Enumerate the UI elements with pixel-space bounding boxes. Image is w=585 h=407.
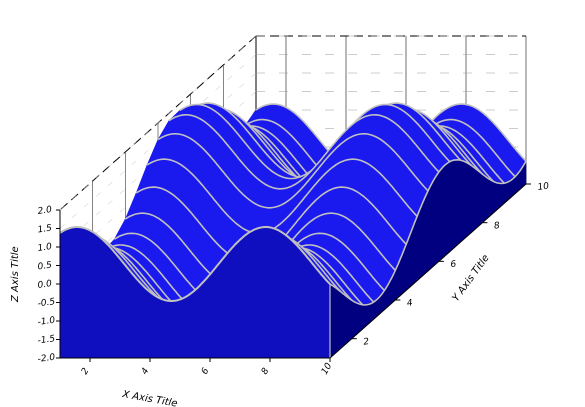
surface-faces bbox=[59, 158, 527, 359]
x-axis-title: X Axis Title bbox=[120, 389, 178, 407]
x-tick-label: 6 bbox=[200, 366, 212, 376]
surface-right-edge bbox=[329, 158, 527, 306]
y-axis-title: Y Axis Title bbox=[451, 253, 492, 304]
surface-mesh-line bbox=[168, 114, 440, 190]
z-tick-label: 1.5 bbox=[37, 224, 53, 236]
y-tick-label: 4 bbox=[406, 298, 413, 309]
surface-side-strip bbox=[362, 301, 374, 330]
surface-front-face bbox=[60, 227, 330, 358]
surface-front-edge bbox=[59, 226, 331, 302]
surface-mesh-line bbox=[146, 158, 418, 234]
z-tick-label: 0.0 bbox=[37, 279, 53, 291]
x-tick-labels: 2 4 6 8 10 bbox=[80, 358, 335, 377]
surface-side-strip bbox=[460, 159, 472, 243]
y-tick-label: 8 bbox=[493, 221, 500, 232]
z-tick-label: 1.0 bbox=[37, 242, 53, 254]
y-tick-label: 6 bbox=[450, 260, 457, 271]
y-tick-label: 10 bbox=[537, 181, 550, 193]
x-tick-label: 10 bbox=[320, 361, 335, 376]
y-tick-label: 2 bbox=[363, 337, 370, 348]
z-axis-title: Z Axis Title bbox=[10, 246, 21, 303]
y-tick-labels: 2 4 6 8 10 bbox=[351, 181, 550, 348]
x-tick-label: 8 bbox=[260, 366, 272, 376]
z-tick-label: 2.0 bbox=[37, 205, 53, 217]
z-tick-label: -1.5 bbox=[37, 334, 56, 346]
surface-side-strip bbox=[471, 164, 483, 233]
surface-side-strip bbox=[351, 299, 364, 340]
x-tick-label: 2 bbox=[80, 366, 92, 376]
surface-side-strip bbox=[449, 159, 462, 253]
surface-mesh-line bbox=[157, 133, 429, 209]
surface-side-strip bbox=[438, 161, 451, 262]
z-tick-label: -1.0 bbox=[37, 316, 56, 328]
x-tick-label: 4 bbox=[140, 366, 152, 376]
z-tick-label: 0.5 bbox=[37, 261, 53, 273]
z-tick-labels: 2.0 1.5 1.0 0.5 0.0 -0.5 -1.0 -1.5 -2.0 bbox=[37, 205, 60, 365]
z-tick-label: -2.0 bbox=[37, 353, 56, 365]
surface-side-strip bbox=[329, 283, 342, 359]
z-tick-label: -0.5 bbox=[37, 297, 56, 309]
y-axis-line bbox=[329, 183, 527, 359]
